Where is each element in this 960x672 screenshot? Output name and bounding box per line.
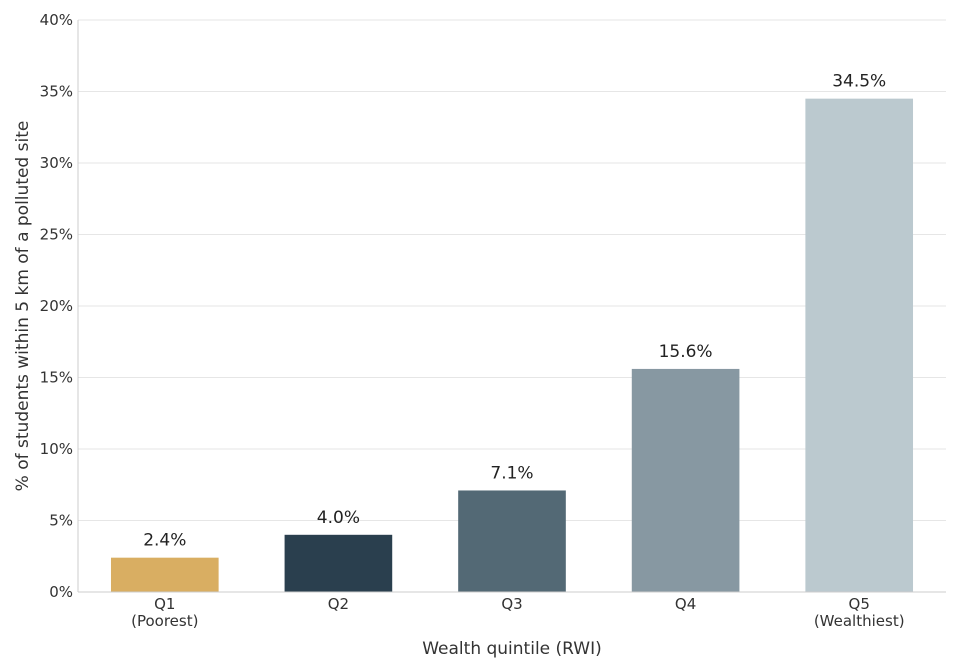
x-tick-label: Q5 [849, 595, 870, 613]
data-label-q4: 15.6% [659, 342, 713, 362]
y-tick-label: 30% [40, 154, 73, 172]
x-tick-label: Q4 [675, 595, 696, 613]
y-tick-label: 35% [40, 83, 73, 101]
data-label-q2: 4.0% [317, 508, 360, 528]
y-tick-label: 25% [40, 226, 73, 244]
data-label-q3: 7.1% [490, 463, 533, 483]
bar-q5 [805, 98, 914, 593]
data-label-q5: 34.5% [832, 72, 886, 92]
y-tick-label: 15% [40, 369, 73, 387]
bar-q1 [110, 557, 219, 592]
y-tick-label: 0% [49, 583, 73, 601]
y-tick-label: 10% [40, 440, 73, 458]
y-axis-ticks: 0% 5% 10% 15% 20% 25% 30% 35% 40% [40, 11, 73, 601]
x-tick-sublabel: (Wealthiest) [814, 612, 905, 630]
data-labels: 2.4% 4.0% 7.1% 15.6% 34.5% [143, 72, 886, 551]
x-tick-label: Q2 [328, 595, 349, 613]
x-axis-title: Wealth quintile (RWI) [422, 639, 602, 659]
data-label-q1: 2.4% [143, 531, 186, 551]
gridlines [78, 19, 946, 521]
bar-q3 [458, 490, 566, 592]
y-tick-label: 40% [40, 11, 73, 29]
y-tick-label: 20% [40, 297, 73, 315]
x-tick-label: Q1 [154, 595, 175, 613]
bars [110, 98, 914, 593]
y-tick-label: 5% [49, 512, 73, 530]
bar-q4 [631, 368, 740, 592]
x-tick-sublabel: (Poorest) [131, 612, 198, 630]
bar-q2 [284, 534, 393, 592]
x-tick-label: Q3 [501, 595, 522, 613]
y-axis-title: % of students within 5 km of a polluted … [13, 121, 33, 492]
x-axis-ticks: Q1(Poorest) Q2 Q3 Q4 Q5(Wealthiest) [131, 595, 904, 630]
